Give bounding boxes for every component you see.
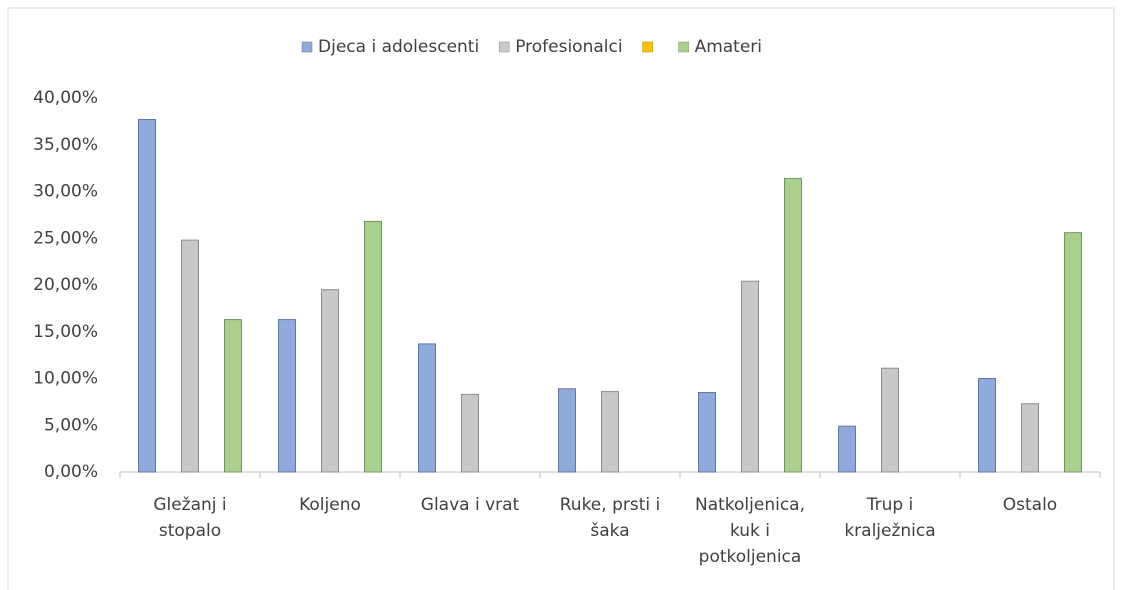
x-tick-label: Ostalo <box>1002 495 1058 515</box>
bar <box>461 393 479 473</box>
legend-swatch <box>301 41 313 53</box>
x-tick-label: Gležanj i stopalo <box>153 495 227 541</box>
x-tick-label: Ruke, prsti i šaka <box>559 495 661 541</box>
bar <box>784 177 802 473</box>
bar <box>1064 232 1082 473</box>
legend-swatch <box>642 41 653 53</box>
bar <box>418 343 436 473</box>
y-tick-label: 30,00% <box>33 182 98 202</box>
x-tick-label: Glava i vrat <box>420 495 520 515</box>
y-tick-label: 20,00% <box>33 275 98 295</box>
bar <box>138 119 156 473</box>
bar <box>978 378 996 473</box>
legend-swatch <box>678 41 689 53</box>
y-tick-label: 5,00% <box>44 415 98 435</box>
legend-swatch <box>498 41 510 53</box>
y-tick-label: 35,00% <box>33 135 98 155</box>
bar <box>558 388 576 473</box>
y-tick-label: 25,00% <box>33 228 98 248</box>
legend-label: Amateri <box>695 37 762 57</box>
bar <box>278 319 296 473</box>
bar <box>181 239 199 473</box>
bar <box>881 367 899 473</box>
bar <box>838 425 856 473</box>
bar <box>601 391 619 473</box>
x-tick-label: Trup i kralježnica <box>844 495 936 541</box>
y-tick-label: 10,00% <box>33 369 98 389</box>
legend-label: Djeca i adolescenti <box>318 37 479 57</box>
bar <box>741 280 759 473</box>
y-tick-label: 0,00% <box>44 462 98 482</box>
chart-border <box>7 7 1115 590</box>
y-tick-label: 40,00% <box>33 88 98 108</box>
bar <box>1021 403 1039 473</box>
legend-label: Profesionalci <box>515 37 622 57</box>
x-tick-label: Natkoljenica, kuk i potkoljenica <box>694 495 805 567</box>
y-tick-label: 15,00% <box>33 322 98 342</box>
bar <box>224 319 242 473</box>
x-tick-label: Koljeno <box>299 495 361 515</box>
bar <box>364 220 382 473</box>
bar <box>321 289 339 473</box>
bar <box>698 392 716 473</box>
